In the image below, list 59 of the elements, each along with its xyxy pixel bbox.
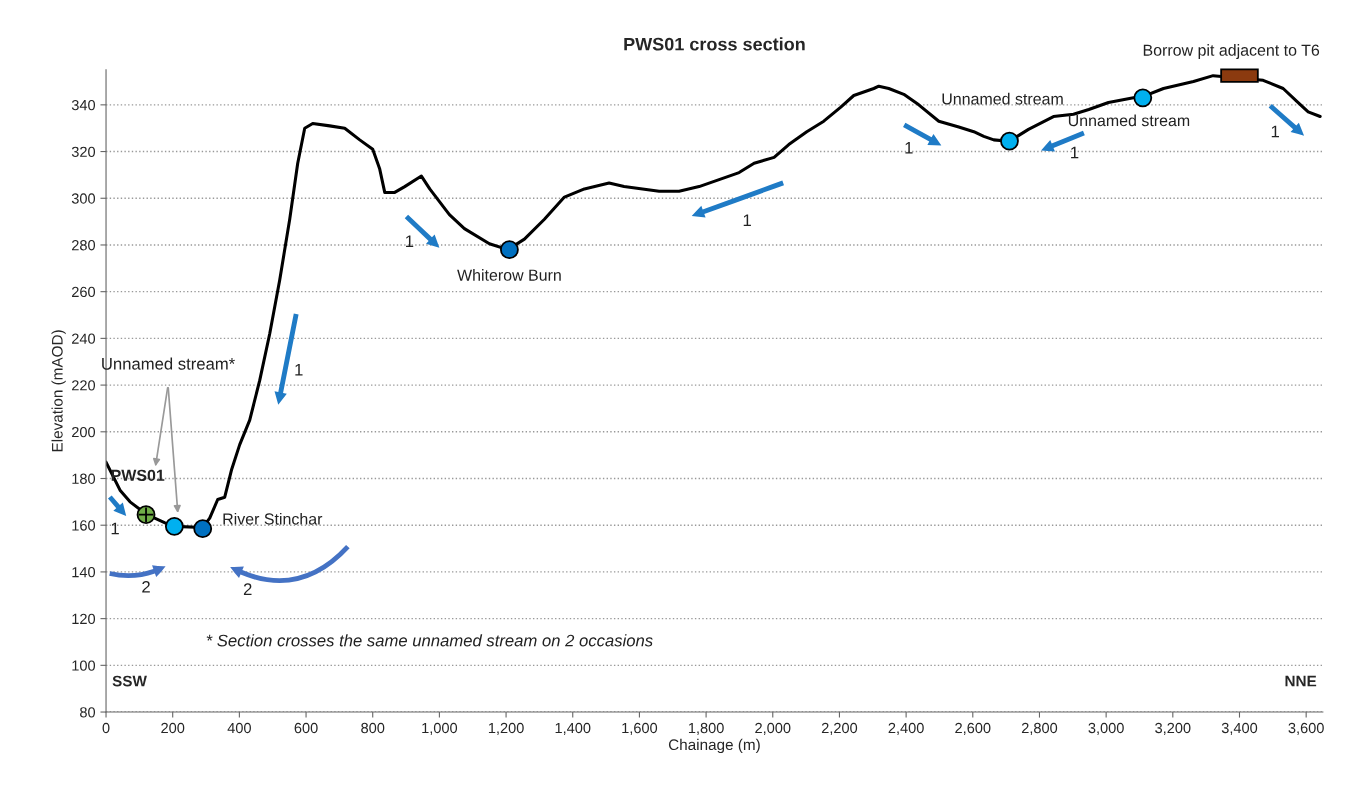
x-tick-label: 1,000 bbox=[422, 722, 458, 735]
y-tick-label: 180 bbox=[72, 473, 96, 484]
x-tick-label: 1,200 bbox=[488, 722, 524, 735]
annotation: 2 bbox=[142, 580, 150, 593]
annotation: 1 bbox=[295, 363, 303, 376]
annotation: 1 bbox=[111, 522, 119, 535]
x-tick-label: 200 bbox=[161, 722, 185, 734]
y-tick-label: 200 bbox=[72, 426, 96, 438]
annotation: SSW bbox=[112, 675, 147, 687]
x-tick-label: 3,200 bbox=[1155, 722, 1191, 735]
y-tick-label: 120 bbox=[72, 613, 96, 625]
x-tick-label: 0 bbox=[102, 722, 110, 734]
x-tick-label: 1,800 bbox=[688, 722, 724, 735]
x-tick-label: 2,400 bbox=[888, 722, 924, 735]
point bbox=[164, 516, 184, 536]
y-tick-label: 340 bbox=[71, 99, 96, 111]
point bbox=[1000, 131, 1019, 151]
series-label: Unnamed stream bbox=[1068, 114, 1190, 127]
x-tick-label: 2,600 bbox=[955, 722, 991, 735]
series-label: Whiterow Burn bbox=[457, 269, 561, 281]
x-tick-label: 600 bbox=[294, 722, 318, 734]
x-tick-label: 400 bbox=[227, 722, 251, 734]
y-tick-label: 320 bbox=[71, 146, 96, 157]
annotation: 1 bbox=[743, 214, 751, 226]
point bbox=[1133, 88, 1153, 108]
x-tick-label: 1,600 bbox=[622, 722, 658, 735]
x-tick-label: 2,200 bbox=[821, 722, 858, 735]
x-tick-label: 2,000 bbox=[755, 722, 791, 735]
x-tick-label: 800 bbox=[361, 722, 385, 734]
annotation: 1 bbox=[1271, 125, 1279, 138]
point bbox=[499, 240, 519, 260]
point bbox=[193, 519, 213, 539]
annotation: NNE bbox=[1285, 675, 1317, 687]
y-axis-title: Elevation (mAOD) bbox=[51, 330, 66, 452]
text: Unnamed stream bbox=[942, 92, 1063, 105]
x-tick-label: 3,000 bbox=[1088, 722, 1124, 735]
x-tick-label: 1,400 bbox=[555, 722, 591, 735]
y-tick-label: 280 bbox=[72, 240, 96, 251]
series-label: Borrow pit adjacent to T6 bbox=[1143, 44, 1320, 59]
y-tick-label: 100 bbox=[72, 660, 96, 671]
y-tick-label: 80 bbox=[80, 707, 96, 718]
x-axis-title: Chainage (m) bbox=[668, 738, 760, 754]
y-tick-label: 220 bbox=[72, 380, 96, 391]
series-label: River Stinchar bbox=[223, 512, 323, 525]
x-tick-label: 3,600 bbox=[1288, 722, 1324, 735]
annotation: 2 bbox=[243, 583, 252, 595]
x-tick-label: 2,800 bbox=[1021, 722, 1058, 735]
x-tick-label: 3,400 bbox=[1221, 722, 1258, 735]
chart-title: PWS01 cross section bbox=[624, 37, 805, 51]
annotation: 1 bbox=[1071, 146, 1079, 159]
annotation: * Section crosses the same unnamed stream on 2 occasions bbox=[206, 634, 653, 647]
y-tick-label: 140 bbox=[72, 567, 96, 578]
annotation: Unnamed stream* bbox=[102, 357, 235, 370]
y-tick-label: 160 bbox=[72, 520, 96, 531]
y-tick-label: 240 bbox=[72, 333, 96, 344]
y-tick-label: 300 bbox=[71, 193, 96, 204]
annotation: 1 bbox=[905, 142, 913, 154]
y-tick-label: 260 bbox=[72, 286, 96, 298]
annotation: 1 bbox=[406, 235, 414, 247]
